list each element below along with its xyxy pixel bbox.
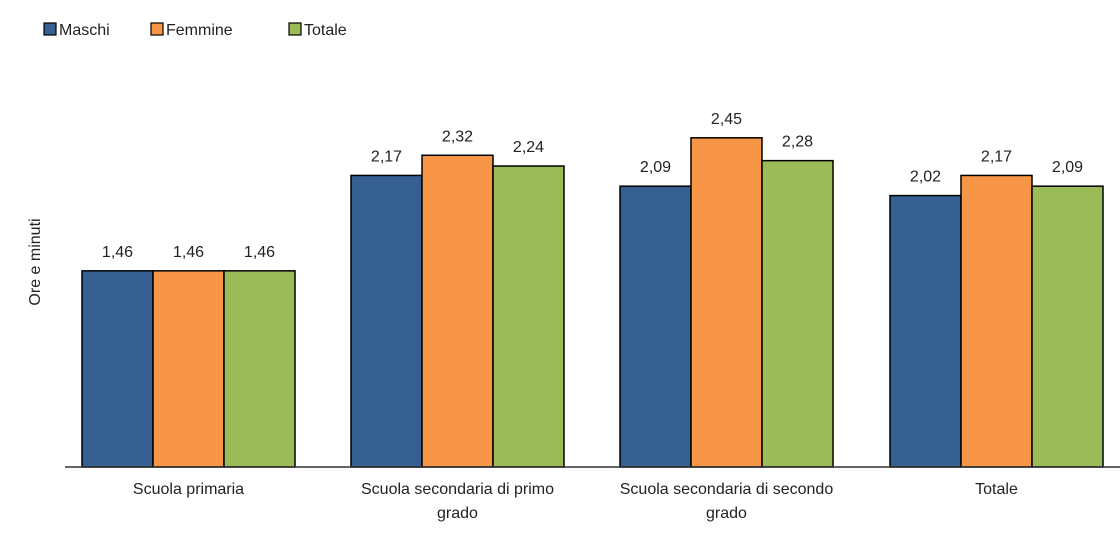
bar-femmine-2: [690, 137, 763, 468]
data-label-totale-1: 2,24: [513, 139, 544, 156]
legend-label-femmine: Femmine: [166, 22, 233, 39]
legend: Maschi Femmine Totale: [43, 22, 347, 39]
x-tick-label-line: grado: [706, 505, 747, 522]
data-label-totale-2: 2,28: [782, 134, 813, 151]
legend-swatch-totale: [288, 22, 302, 36]
data-label-maschi-2: 2,09: [640, 159, 671, 176]
legend-label-maschi: Maschi: [59, 22, 110, 39]
data-label-femmine-2: 2,45: [711, 111, 742, 128]
data-label-totale-3: 2,09: [1052, 159, 1083, 176]
x-tick-label-0: Scuola primaria: [133, 481, 244, 498]
bar-maschi-2: [619, 185, 692, 468]
bar-totale-1: [492, 165, 565, 468]
data-label-femmine-0: 1,46: [173, 244, 204, 261]
data-label-femmine-3: 2,17: [981, 148, 1012, 165]
x-tick-label-line: Scuola secondaria di secondo: [620, 481, 834, 498]
x-tick-label-line: Scuola primaria: [133, 481, 244, 498]
data-label-femmine-1: 2,32: [442, 128, 473, 145]
data-label-maschi-0: 1,46: [102, 244, 133, 261]
x-tick-label-line: grado: [437, 505, 478, 522]
bar-totale-3: [1031, 185, 1104, 468]
bar-femmine-1: [421, 154, 494, 468]
x-tick-label-2: Scuola secondaria di secondo grado: [620, 481, 834, 522]
bar-femmine-3: [960, 174, 1033, 468]
data-label-maschi-3: 2,02: [910, 169, 941, 186]
bar-maschi-1: [350, 174, 423, 468]
bar-maschi-3: [889, 194, 962, 468]
x-tick-label-line: Scuola secondaria di primo: [361, 481, 554, 498]
x-tick-label-3: Totale: [975, 481, 1018, 498]
value-labels: 1,46 1,46 1,46 2,17 2,32 2,24 2,09 2,45 2,28 2,02…: [102, 111, 1083, 261]
bar-femmine-0: [152, 270, 225, 468]
x-tick-labels: Scuola primaria Scuola secondaria di prim…: [133, 481, 1018, 522]
bar-totale-0: [223, 270, 296, 468]
legend-item-femmine: Femmine: [150, 22, 233, 39]
legend-label-totale: Totale: [304, 22, 347, 39]
legend-swatch-femmine: [150, 22, 164, 36]
y-axis-label: Ore e minuti: [27, 218, 44, 305]
bars: [81, 137, 1104, 468]
legend-item-maschi: Maschi: [43, 22, 110, 39]
data-label-totale-0: 1,46: [244, 244, 275, 261]
legend-item-totale: Totale: [288, 22, 347, 39]
data-label-maschi-1: 2,17: [371, 148, 402, 165]
legend-swatch-maschi: [43, 22, 57, 36]
x-tick-label-line: Totale: [975, 481, 1018, 498]
bar-maschi-0: [81, 270, 154, 468]
bar-totale-2: [761, 159, 834, 468]
x-tick-label-1: Scuola secondaria di primo grado: [361, 481, 554, 522]
